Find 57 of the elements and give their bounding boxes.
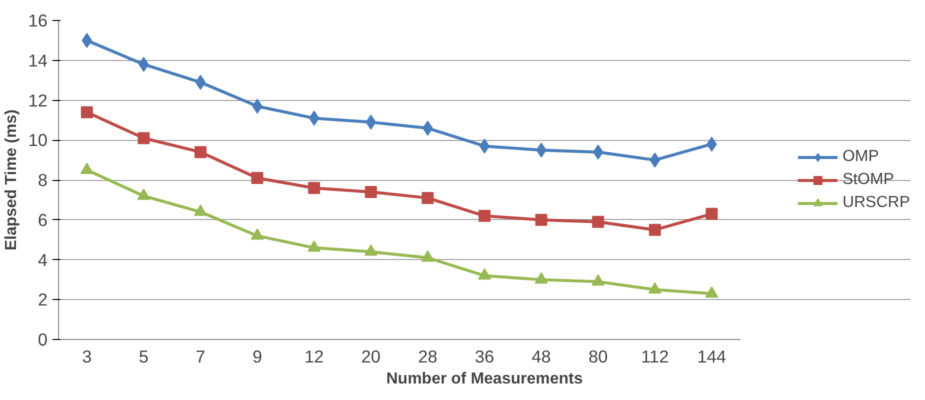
point xyxy=(706,208,718,220)
point xyxy=(364,186,377,198)
x-tick-label: 5 xyxy=(138,346,149,366)
x-tick-label: 144 xyxy=(697,346,727,366)
x-tick-label: 9 xyxy=(252,346,262,366)
point xyxy=(534,272,548,284)
y-tick-label: 14 xyxy=(28,50,48,70)
legend-label: StOMP xyxy=(842,170,894,188)
y-tick-label: 16 xyxy=(28,10,48,30)
x-tick-label: 36 xyxy=(474,346,494,366)
point xyxy=(195,74,206,90)
point xyxy=(194,146,206,158)
x-tick-label: 7 xyxy=(196,346,206,366)
point xyxy=(648,282,662,294)
point xyxy=(478,210,490,222)
point xyxy=(422,192,434,204)
point xyxy=(648,224,661,236)
legend-label: URSCRP xyxy=(842,194,910,212)
x-tick-label: 12 xyxy=(304,346,324,366)
y-tick-label: 12 xyxy=(28,90,48,110)
y-tick-label: 2 xyxy=(38,290,48,310)
y-tick-label: 10 xyxy=(28,130,48,150)
point xyxy=(138,132,150,144)
point xyxy=(308,182,320,194)
point xyxy=(421,250,434,262)
point xyxy=(308,240,321,252)
point xyxy=(479,138,490,154)
y-tick-label: 6 xyxy=(38,210,48,230)
point xyxy=(592,216,604,228)
x-tick-label: 20 xyxy=(361,346,381,366)
point xyxy=(592,274,605,286)
point xyxy=(308,110,320,126)
y-axis-title: Elapsed Time (ms) xyxy=(3,109,20,251)
point xyxy=(137,188,150,200)
point xyxy=(80,162,94,174)
point xyxy=(251,172,264,184)
x-tick-label: 3 xyxy=(82,346,92,366)
x-tick-label: 48 xyxy=(532,346,551,366)
point xyxy=(250,228,264,240)
point xyxy=(535,214,548,226)
point xyxy=(194,204,207,216)
y-tick-label: 4 xyxy=(38,250,48,270)
x-axis-title: Number of Measurements xyxy=(386,370,583,388)
point xyxy=(364,244,378,256)
point xyxy=(592,144,604,160)
point xyxy=(478,268,491,280)
point xyxy=(650,152,660,168)
point xyxy=(366,114,376,130)
point xyxy=(82,32,92,48)
point xyxy=(80,106,93,118)
x-tick-label: 80 xyxy=(588,346,608,366)
legend-label: OMP xyxy=(842,148,879,166)
x-tick-label: 28 xyxy=(418,346,438,366)
x-tick-label: 112 xyxy=(641,346,669,366)
y-tick-label: 8 xyxy=(38,170,48,190)
point xyxy=(705,286,718,298)
y-tick-label: 0 xyxy=(38,330,48,350)
